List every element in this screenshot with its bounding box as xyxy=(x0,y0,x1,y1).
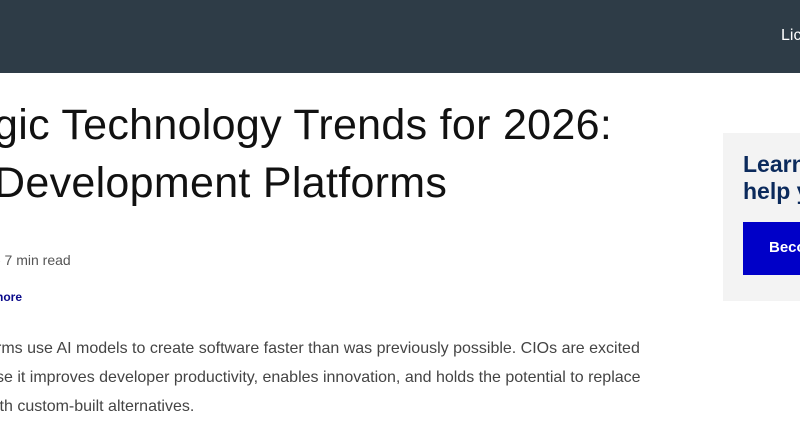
article-body: rms use AI models to create software fas… xyxy=(0,334,641,421)
title-line-2: Development Platforms xyxy=(0,159,448,207)
become-client-button[interactable]: Beco xyxy=(743,222,800,275)
body-line: rms use AI models to create software fas… xyxy=(0,340,640,357)
body-line: se it improves developer productivity, e… xyxy=(0,369,641,386)
top-nav: Lic xyxy=(0,0,800,73)
body-line: ith custom-built alternatives. xyxy=(0,398,195,415)
page-title: gic Technology Trends for 2026: Developme… xyxy=(0,96,612,212)
article-meta: - 7 min read xyxy=(0,252,71,268)
read-more-link[interactable]: nore xyxy=(0,290,23,304)
title-line-1: gic Technology Trends for 2026: xyxy=(0,101,613,149)
cta-title-line-1: Learn xyxy=(743,151,800,177)
nav-link[interactable]: Lic xyxy=(781,27,800,44)
cta-title-line-2: help y xyxy=(743,178,800,204)
